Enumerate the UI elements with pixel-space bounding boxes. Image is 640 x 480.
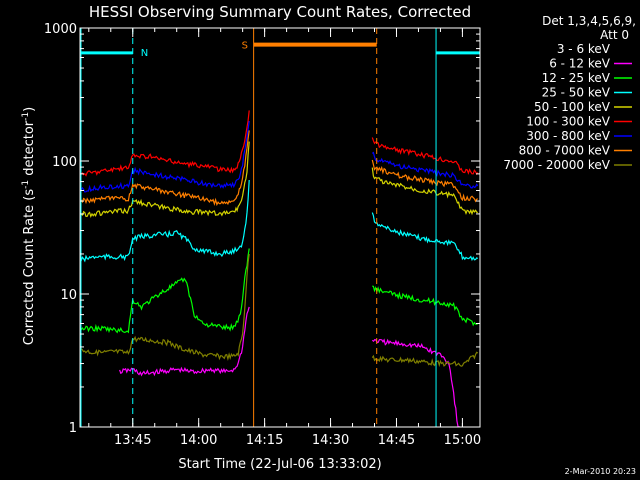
series-6-12-kev-segment-1 (119, 306, 250, 377)
x-tick-label: 14:00 (180, 433, 217, 448)
legend-entry-label: 100 - 300 keV (526, 115, 610, 129)
series-800-7000-kev-segment-2 (371, 159, 479, 203)
x-tick-label: 14:30 (312, 433, 349, 448)
y-tick-label: 10 (60, 288, 77, 303)
legend-header-line1: Det 1,3,4,5,6,9, (542, 14, 636, 28)
saa-label: S (242, 41, 248, 52)
legend-entry-label: 50 - 100 keV (534, 100, 611, 114)
legend-entry-label: 7000 - 20000 keV (503, 158, 610, 172)
series-300-800-kev-segment-1 (80, 120, 250, 193)
plot-data: NS (80, 28, 481, 427)
series-300-800-kev-segment-2 (371, 151, 479, 189)
axis-ticks: 1 10 100 1000 13:45 14:00 14:15 14:30 14:45 15:00 (44, 22, 481, 448)
series-25-50-kev-segment-1 (80, 179, 250, 263)
series-50-100-kev-segment-1 (80, 141, 250, 219)
x-tick-label: 15:00 (444, 433, 481, 448)
series-7000-20000-kev-segment-1 (80, 253, 250, 362)
series-6-12-kev-segment-2 (371, 338, 460, 427)
chart-title: HESSI Observing Summary Count Rates, Cor… (89, 3, 471, 21)
legend-entry-label: 12 - 25 keV (542, 71, 611, 85)
series-100-300-kev-segment-2 (371, 137, 479, 176)
series-100-300-kev-segment-1 (80, 110, 250, 177)
legend-entry-label: 800 - 7000 keV (519, 144, 611, 158)
legend-entry-label: 300 - 800 keV (526, 129, 610, 143)
series-25-50-kev-segment-2 (371, 212, 479, 262)
legend-header-line2: Att 0 (600, 28, 629, 42)
series-800-7000-kev-segment-1 (80, 130, 250, 207)
x-tick-label: 13:45 (114, 433, 151, 448)
x-axis-label: Start Time (22-Jul-06 13:33:02) (178, 457, 381, 472)
series-12-25-kev-segment-2 (372, 285, 479, 327)
date-stamp: 2-Mar-2010 20:23 (565, 467, 636, 476)
series-7000-20000-kev-segment-2 (371, 351, 479, 368)
series-group (80, 110, 479, 427)
y-axis-label: Corrected Count Rate (s-1 detector-1) (21, 107, 37, 345)
legend-entry-label: 6 - 12 keV (549, 57, 611, 71)
night-label: N (141, 48, 148, 59)
series-50-100-kev-segment-2 (371, 167, 478, 216)
x-tick-label: 14:15 (246, 433, 283, 448)
y-tick-label: 1 (69, 421, 77, 436)
plot-frame (79, 27, 481, 428)
y-tick-label: 100 (52, 155, 77, 170)
legend-entry-label: 25 - 50 keV (542, 86, 611, 100)
x-tick-label: 14:45 (378, 433, 415, 448)
y-tick-label: 1000 (44, 22, 77, 37)
series-12-25-kev-segment-1 (80, 248, 250, 334)
legend-entry-label: 3 - 6 keV (557, 42, 611, 56)
